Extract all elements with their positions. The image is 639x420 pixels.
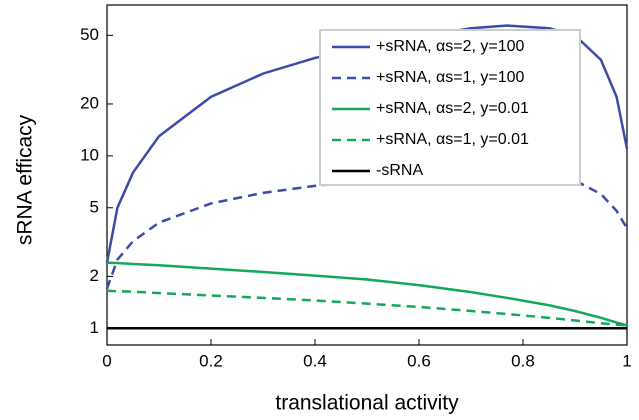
legend-label: +sRNA, αs=1, y=100 <box>376 69 525 86</box>
y-tick-label: 50 <box>80 25 99 44</box>
legend-label: +sRNA, αs=2, y=100 <box>376 38 525 55</box>
legend-label: +sRNA, αs=2, y=0.01 <box>376 100 529 117</box>
x-axis-title: translational activity <box>275 392 459 415</box>
x-tick-label: 0.4 <box>303 351 327 370</box>
x-tick-label: 0 <box>102 351 111 370</box>
x-tick-label: 1 <box>622 351 631 370</box>
series-line <box>106 289 628 327</box>
series-line <box>105 171 629 289</box>
plot-frame <box>106 4 628 346</box>
series-line <box>106 261 628 327</box>
legend-label: -sRNA <box>376 162 423 179</box>
x-tick-label: 0.6 <box>407 351 431 370</box>
y-tick-label: 5 <box>90 197 99 216</box>
y-tick-label: 1 <box>90 318 99 337</box>
legend-label: +sRNA, αs=1, y=0.01 <box>376 131 529 148</box>
x-tick-label: 0.8 <box>511 351 535 370</box>
y-axis-title: sRNA efficacy <box>14 114 37 245</box>
legend-box <box>319 29 581 186</box>
y-tick-label: 10 <box>80 145 99 164</box>
y-tick-label: 2 <box>90 266 99 285</box>
x-tick-label: 0.2 <box>199 351 223 370</box>
y-tick-label: 20 <box>80 93 99 112</box>
